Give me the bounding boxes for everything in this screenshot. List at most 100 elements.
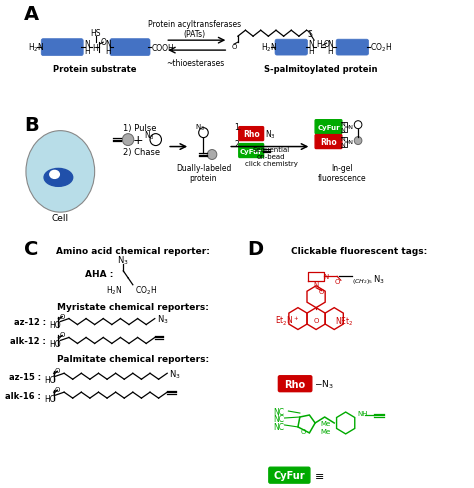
Text: H$_2$N: H$_2$N	[261, 42, 277, 54]
Text: Myristate chemical reporters:: Myristate chemical reporters:	[57, 303, 209, 311]
Text: O: O	[319, 288, 325, 294]
Text: HS: HS	[91, 29, 101, 38]
FancyBboxPatch shape	[41, 40, 83, 57]
Text: N$_3$: N$_3$	[144, 129, 155, 142]
Text: O: O	[313, 317, 319, 323]
FancyBboxPatch shape	[239, 144, 264, 158]
Text: Rho: Rho	[243, 130, 260, 139]
Ellipse shape	[26, 131, 95, 213]
Text: H: H	[84, 46, 90, 56]
Text: 1.: 1.	[234, 123, 241, 132]
FancyBboxPatch shape	[275, 40, 308, 56]
Text: O: O	[55, 367, 60, 373]
FancyBboxPatch shape	[239, 127, 264, 142]
Text: az-15 :: az-15 :	[9, 372, 41, 381]
Text: N: N	[309, 40, 314, 48]
Text: Dually-labeled
protein: Dually-labeled protein	[176, 163, 231, 183]
Text: N: N	[340, 143, 345, 148]
Text: N$_3$: N$_3$	[264, 128, 275, 141]
Text: N: N	[324, 274, 329, 280]
Circle shape	[354, 137, 362, 145]
Text: Amino acid chemical reporter:: Amino acid chemical reporter:	[56, 247, 210, 256]
Text: NC: NC	[273, 415, 284, 424]
Text: Me: Me	[321, 428, 331, 434]
Text: N: N	[340, 122, 345, 127]
Text: Me: Me	[321, 420, 331, 426]
Text: N: N	[340, 137, 345, 142]
Circle shape	[150, 134, 162, 146]
Text: HO: HO	[44, 394, 56, 403]
Text: B: B	[24, 116, 39, 135]
Text: O: O	[231, 44, 237, 50]
Text: COOH: COOH	[152, 43, 175, 53]
Text: ~thioesterases: ~thioesterases	[166, 59, 224, 67]
Text: O: O	[100, 38, 106, 46]
Text: 1) Pulse: 1) Pulse	[123, 124, 157, 133]
Text: =N: =N	[344, 125, 354, 130]
Circle shape	[199, 128, 208, 138]
Text: =N: =N	[344, 140, 354, 145]
Text: N: N	[313, 281, 319, 287]
Text: Clickable fluorescent tags:: Clickable fluorescent tags:	[291, 247, 427, 256]
Text: Protein substrate: Protein substrate	[53, 64, 137, 73]
Circle shape	[207, 150, 217, 160]
Text: 2.: 2.	[234, 140, 241, 149]
Text: N$_3$: N$_3$	[118, 254, 129, 266]
Text: Rho: Rho	[284, 379, 306, 389]
Text: H: H	[93, 43, 99, 53]
Text: AHA :: AHA :	[85, 270, 113, 279]
Text: CO$_2$H: CO$_2$H	[371, 42, 392, 54]
Circle shape	[122, 134, 134, 146]
Text: O: O	[301, 428, 306, 434]
Text: N$_3$: N$_3$	[374, 272, 385, 285]
FancyBboxPatch shape	[110, 40, 150, 57]
Text: Protein acyltransferases
(PATs): Protein acyltransferases (PATs)	[148, 20, 241, 39]
Text: S-palmitoylated protein: S-palmitoylated protein	[264, 64, 378, 73]
Text: NC: NC	[273, 407, 284, 416]
Text: +: +	[132, 134, 143, 147]
Text: az-12 :: az-12 :	[14, 317, 46, 326]
Text: alk-12 :: alk-12 :	[10, 336, 46, 345]
FancyBboxPatch shape	[315, 121, 342, 134]
Text: $(CH_2)_5$: $(CH_2)_5$	[352, 276, 374, 285]
Text: N: N	[328, 40, 333, 48]
Text: HO: HO	[44, 375, 56, 384]
Text: H: H	[328, 46, 333, 56]
Text: CyFur: CyFur	[273, 470, 305, 480]
Text: NEt$_2$: NEt$_2$	[336, 315, 354, 327]
Text: 2) Chase: 2) Chase	[123, 148, 160, 157]
Text: In-gel
fluorescence: In-gel fluorescence	[318, 163, 366, 183]
FancyBboxPatch shape	[278, 376, 312, 392]
Text: O: O	[334, 279, 340, 285]
Text: Sequential
on-bead
click chemistry: Sequential on-bead click chemistry	[245, 147, 298, 167]
Text: N$_3$: N$_3$	[157, 313, 168, 325]
Text: D: D	[247, 240, 264, 259]
Text: N: N	[340, 128, 345, 133]
Text: CO$_2$H: CO$_2$H	[135, 284, 157, 296]
Text: $-$N$_3$: $-$N$_3$	[314, 378, 334, 391]
Text: HO: HO	[49, 339, 61, 348]
Text: Cell: Cell	[52, 213, 69, 222]
Text: O: O	[324, 40, 329, 48]
Ellipse shape	[50, 171, 59, 179]
Text: H: H	[309, 46, 314, 56]
Text: CyFur: CyFur	[240, 148, 263, 154]
FancyBboxPatch shape	[336, 40, 369, 56]
Text: NH: NH	[357, 410, 368, 416]
Text: N: N	[84, 40, 90, 48]
FancyBboxPatch shape	[315, 135, 342, 149]
Text: H$_2$N: H$_2$N	[106, 284, 122, 296]
Text: HO: HO	[49, 321, 61, 329]
Text: S: S	[308, 30, 313, 39]
Circle shape	[354, 122, 362, 129]
Text: N: N	[105, 40, 111, 48]
Text: alk-16 :: alk-16 :	[5, 391, 41, 400]
Text: O: O	[55, 386, 60, 392]
Text: Et$_2$N$^+$: Et$_2$N$^+$	[275, 314, 300, 327]
Text: C: C	[24, 240, 38, 259]
FancyBboxPatch shape	[269, 468, 310, 483]
Text: Rho: Rho	[320, 138, 337, 147]
Ellipse shape	[44, 169, 73, 187]
Text: N$_3$: N$_3$	[195, 122, 205, 133]
Text: H: H	[105, 46, 111, 56]
